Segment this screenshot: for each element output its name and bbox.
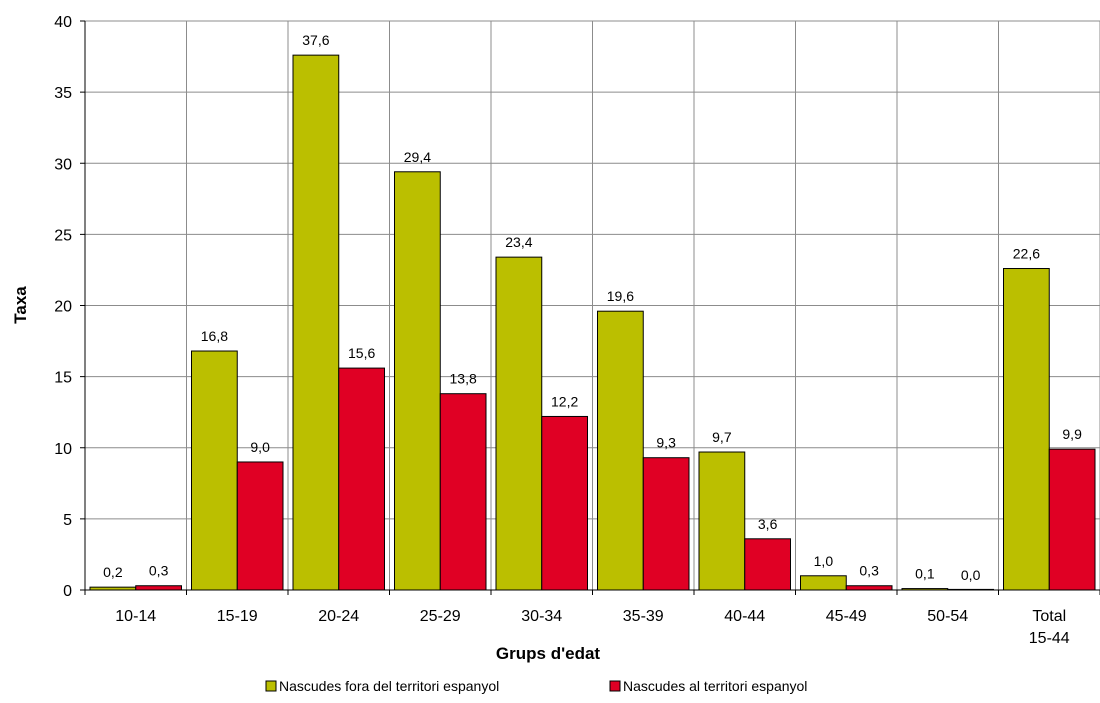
bar-territori xyxy=(338,367,385,591)
data-label: 12,2 xyxy=(551,393,578,409)
data-label: 0,1 xyxy=(915,566,935,582)
data-label: 0,3 xyxy=(149,563,169,579)
y-tick-labels: 0 5 10 15 20 25 30 35 40 xyxy=(54,14,72,600)
y-tick-label: 15 xyxy=(54,370,72,387)
x-tick-labels: 10-14 15-19 20-24 25-29 30-34 35-39 40-44 45-49… xyxy=(115,608,1070,647)
legend-label: Nascudes fora del territori espanyol xyxy=(279,678,499,694)
data-label: 13,8 xyxy=(450,371,477,387)
y-tick-label: 25 xyxy=(54,227,72,244)
x-axis-title: Grups d'edat xyxy=(496,644,601,663)
legend-label: Nascudes al territori espanyol xyxy=(623,678,807,694)
x-tick-label: 45-49 xyxy=(826,608,867,625)
x-tick-label: 30-34 xyxy=(521,608,562,625)
x-tick-label: 15-44 xyxy=(1029,630,1070,647)
data-label: 3,6 xyxy=(758,516,778,532)
data-label: 0,2 xyxy=(103,564,123,580)
x-tick-label: 10-14 xyxy=(115,608,156,625)
y-tick-label: 10 xyxy=(54,441,72,458)
y-axis-title: Taxa xyxy=(11,286,30,324)
x-tick-label: 40-44 xyxy=(724,608,765,625)
bar-territori xyxy=(744,538,791,591)
bar-fora xyxy=(394,171,441,591)
data-label: 16,8 xyxy=(201,328,228,344)
legend-swatch xyxy=(265,680,277,692)
x-tick-label: Total xyxy=(1032,608,1066,625)
bar-fora xyxy=(495,256,543,591)
data-label: 15,6 xyxy=(348,345,375,361)
data-labels: 0,2 16,8 37,6 29,4 23,4 19,6 9,7 1,0 0,1 22,6 0,3 9… xyxy=(103,32,1082,583)
x-tick-label: 50-54 xyxy=(927,608,968,625)
data-label: 37,6 xyxy=(302,32,329,48)
gridlines xyxy=(85,20,1100,591)
data-label: 1,0 xyxy=(814,553,834,569)
bar-fora xyxy=(1003,268,1050,591)
x-tick-label: 25-29 xyxy=(420,608,461,625)
y-tick-label: 20 xyxy=(54,299,72,316)
data-label: 9,7 xyxy=(712,429,732,445)
y-tick-label: 35 xyxy=(54,85,72,102)
x-tick-label: 35-39 xyxy=(623,608,664,625)
data-label: 23,4 xyxy=(505,234,532,250)
bar-fora xyxy=(292,54,340,591)
bar-territori xyxy=(642,457,690,591)
bar-territori xyxy=(236,461,284,591)
data-label: 19,6 xyxy=(607,288,634,304)
bar-fora xyxy=(597,310,644,591)
data-label: 9,9 xyxy=(1062,426,1082,442)
x-tick-label: 20-24 xyxy=(318,608,359,625)
bar-territori xyxy=(1048,448,1096,591)
data-label: 9,3 xyxy=(656,435,676,451)
data-label: 9,0 xyxy=(250,439,270,455)
x-tick-label: 15-19 xyxy=(217,608,258,625)
bars xyxy=(89,54,1096,591)
bar-territori xyxy=(845,585,893,591)
legend-swatch xyxy=(609,680,621,692)
data-label: 0,0 xyxy=(961,567,981,583)
data-label: 0,3 xyxy=(859,563,879,579)
bar-territori xyxy=(135,585,182,591)
bar-territori xyxy=(541,415,588,591)
y-tick-label: 40 xyxy=(54,14,72,31)
y-tick-label: 0 xyxy=(63,583,72,600)
legend: Nascudes fora del territori espanyol Nasc… xyxy=(265,678,807,694)
bar-territori xyxy=(439,393,487,591)
axes xyxy=(80,20,1100,595)
y-tick-label: 30 xyxy=(54,156,72,173)
bar-fora xyxy=(698,451,746,591)
data-label: 22,6 xyxy=(1013,246,1040,262)
bar-fora xyxy=(191,350,238,591)
data-label: 29,4 xyxy=(404,149,431,165)
bar-fora xyxy=(800,575,847,591)
y-tick-label: 5 xyxy=(63,512,72,529)
